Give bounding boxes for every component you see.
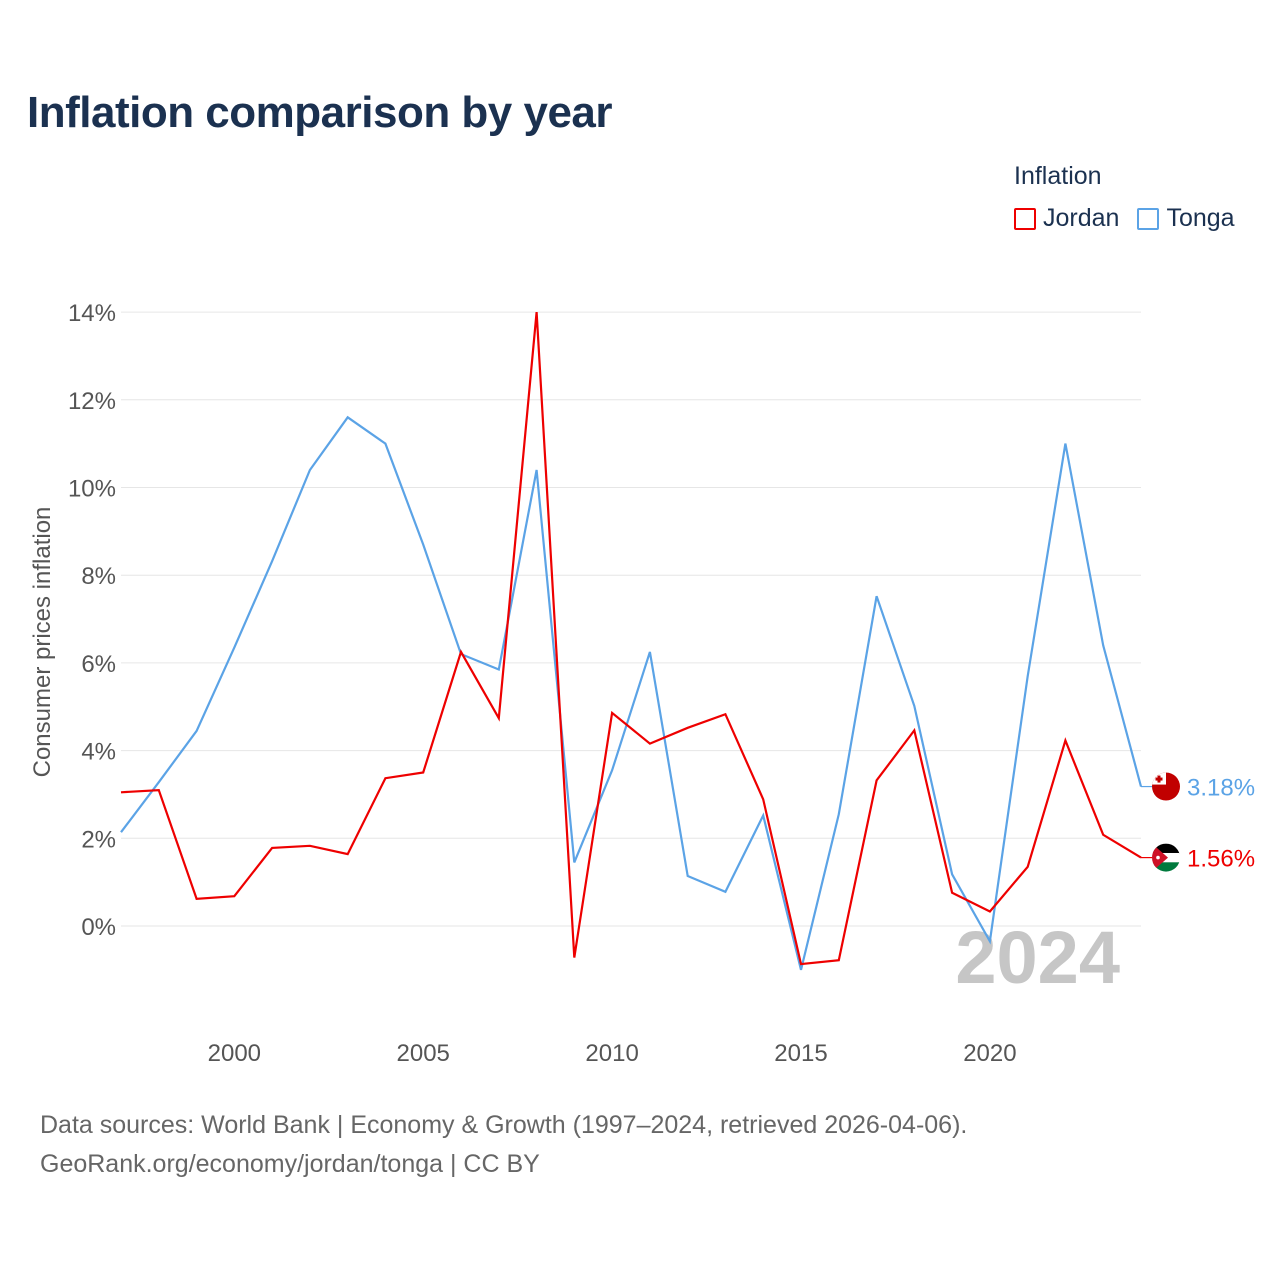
y-tick-label: 14% xyxy=(68,300,116,327)
y-tick-label: 12% xyxy=(68,388,116,415)
y-tick-label: 6% xyxy=(81,651,116,678)
legend-item-tonga[interactable]: Tonga xyxy=(1137,204,1235,233)
y-axis-label: Consumer prices inflation xyxy=(29,507,56,778)
series-line-jordan xyxy=(120,311,1142,966)
source-line-1: Data sources: World Bank | Economy & Gro… xyxy=(40,1111,968,1139)
flag-tonga-icon xyxy=(1152,772,1180,801)
legend-label-jordan: Jordan xyxy=(1043,204,1120,232)
legend-label-tonga: Tonga xyxy=(1166,204,1235,232)
inflation-line-chart: 0% 2% 4% 6% 8% 10% 12% 14% 2000 2005 2010 2015 2020 C… xyxy=(29,300,1255,1067)
source-line-2[interactable]: GeoRank.org/economy/jordan/tonga | CC BY xyxy=(40,1150,540,1178)
x-tick-label: 2010 xyxy=(585,1040,638,1067)
legend-swatch-tonga xyxy=(1137,207,1160,230)
end-label-tonga: 3.18% xyxy=(1187,775,1255,802)
legend: Jordan Tonga xyxy=(1014,204,1235,233)
y-tick-label: 2% xyxy=(81,826,116,853)
legend-swatch-jordan xyxy=(1014,207,1036,230)
x-tick-label: 2000 xyxy=(208,1040,261,1067)
series-line-tonga xyxy=(120,415,1143,971)
legend-item-jordan[interactable]: Jordan xyxy=(1014,204,1119,233)
x-tick-label: 2015 xyxy=(774,1040,827,1067)
end-label-jordan: 1.56% xyxy=(1187,846,1255,873)
chart-title: Inflation comparison by year xyxy=(27,88,613,137)
y-tick-label: 4% xyxy=(81,739,116,766)
legend-title: Inflation xyxy=(1014,162,1102,190)
year-watermark: 2024 xyxy=(955,916,1120,999)
y-tick-label: 0% xyxy=(81,914,116,941)
y-tick-label: 10% xyxy=(68,476,116,503)
x-tick-label: 2005 xyxy=(397,1040,450,1067)
x-tick-label: 2020 xyxy=(963,1040,1016,1067)
source-note: Data sources: World Bank | Economy & Gro… xyxy=(40,1106,967,1184)
y-tick-label: 8% xyxy=(81,563,116,590)
flag-jordan-icon xyxy=(1152,843,1180,872)
